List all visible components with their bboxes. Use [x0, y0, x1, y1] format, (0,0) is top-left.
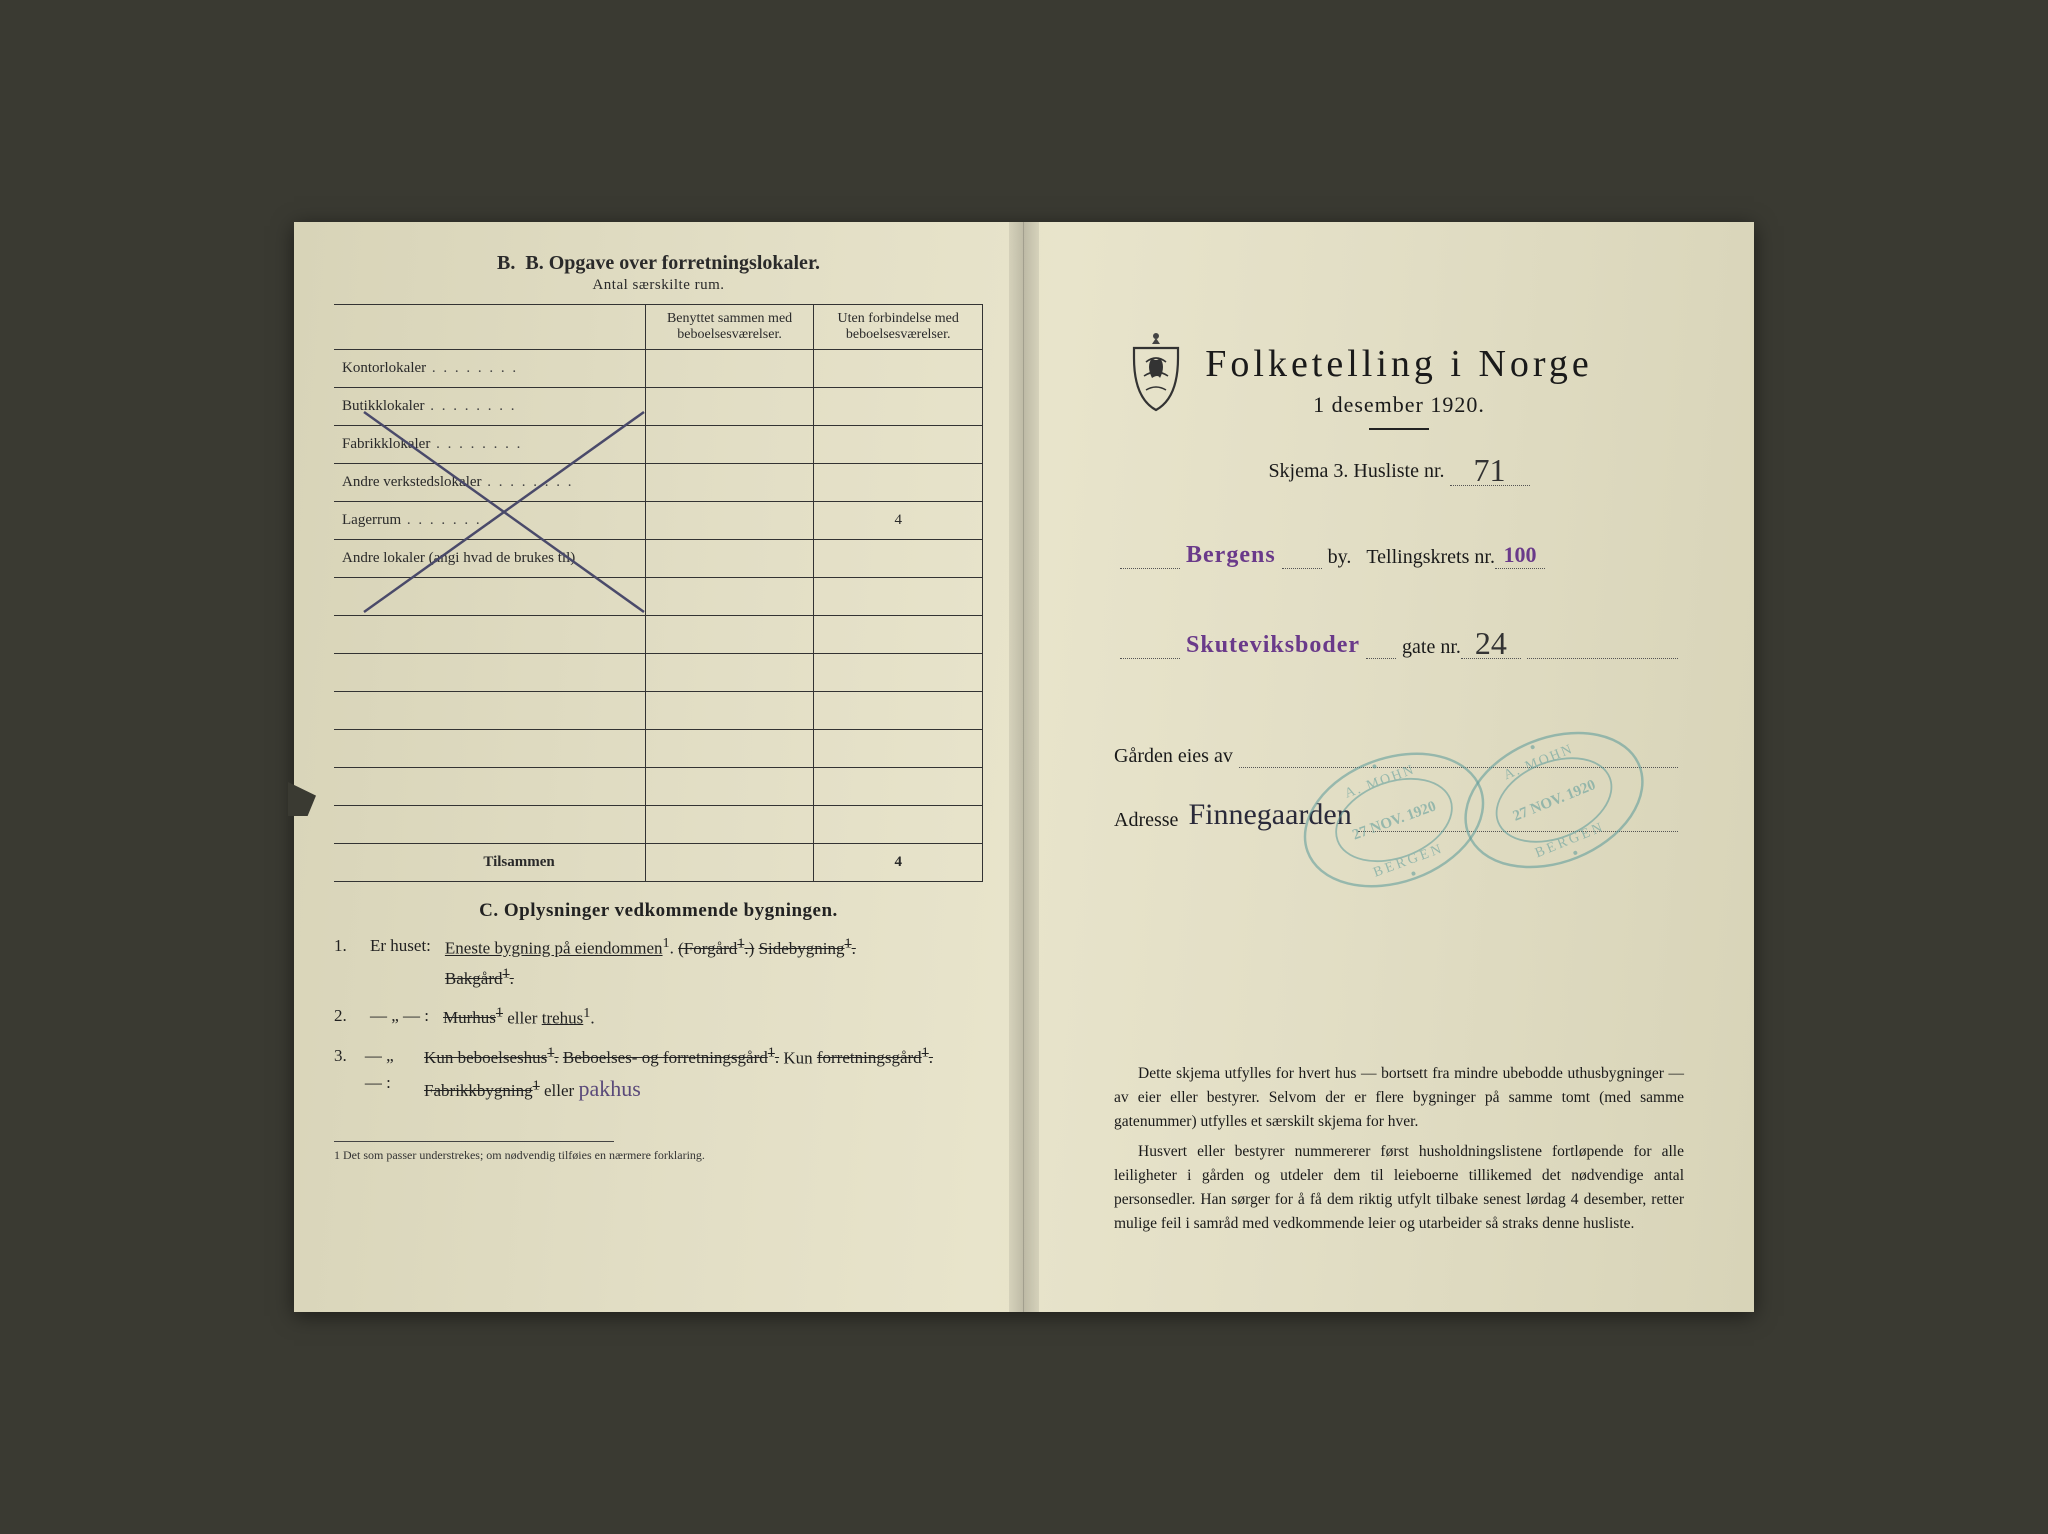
- instruction-para: Husvert eller bestyrer nummererer først …: [1114, 1140, 1684, 1236]
- census-document: B. B. Opgave over forretningslokaler. An…: [294, 222, 1754, 1312]
- rubber-stamp: A. MOHN 27 NOV. 1920 BERGEN: [1294, 745, 1494, 900]
- table-row: Fabrikklokaler: [334, 426, 983, 464]
- total-cell: [645, 844, 814, 882]
- city-line: Bergens by. Tellingskrets nr. 100: [1114, 542, 1684, 569]
- cell: [814, 540, 983, 578]
- section-c-line: 3. — „ — : Kun beboelseshus1. Beboelses-…: [334, 1042, 983, 1107]
- cell: [645, 540, 814, 578]
- row-label: Andre lokaler (angi hvad de brukes til): [334, 540, 645, 578]
- cell: [645, 426, 814, 464]
- right-page: Folketelling i Norge 1 desember 1920. Sk…: [1024, 222, 1754, 1312]
- business-premises-table: Benyttet sammen med beboelsesværelser. U…: [334, 304, 983, 882]
- cell: [814, 426, 983, 464]
- line-body: Kun beboelseshus1. Beboelses- og forretn…: [424, 1042, 983, 1107]
- left-page: B. B. Opgave over forretningslokaler. An…: [294, 222, 1024, 1312]
- table-row: Andre lokaler (angi hvad de brukes til): [334, 540, 983, 578]
- svg-text:27 NOV. 1920: 27 NOV. 1920: [1511, 777, 1598, 825]
- skjema-label: Skjema 3. Husliste nr.: [1268, 460, 1444, 482]
- date-subtitle: 1 desember 1920.: [1114, 392, 1684, 418]
- cell: [645, 388, 814, 426]
- footnote-rule: [334, 1141, 614, 1142]
- table-row: Kontorlokaler: [334, 350, 983, 388]
- cell: [814, 388, 983, 426]
- row-label: Butikklokaler: [342, 398, 425, 414]
- line-body: Murhus1 eller trehus1.: [443, 1002, 595, 1032]
- col-2-header: Uten forbindelse med beboelsesværelser.: [814, 305, 983, 350]
- line-lead: Er huset:: [370, 932, 431, 992]
- section-c-line: 1. Er huset: Eneste bygning på eiendomme…: [334, 932, 983, 992]
- section-c-title: C. Oplysninger vedkommende bygningen.: [334, 900, 983, 922]
- instruction-para: Dette skjema utfylles for hvert hus — bo…: [1114, 1062, 1684, 1134]
- table-row: [334, 616, 983, 654]
- svg-text:27 NOV. 1920: 27 NOV. 1920: [1350, 798, 1438, 843]
- cell: [814, 464, 983, 502]
- title-rule: [1369, 428, 1429, 430]
- cell: [645, 464, 814, 502]
- street-line: Skuteviksboder gate nr. 24: [1114, 621, 1684, 659]
- cell: [814, 350, 983, 388]
- line-body: Eneste bygning på eiendommen1. (Forgård1…: [445, 932, 856, 992]
- section-b-title-text: B. Opgave over forretningslokaler.: [525, 252, 820, 274]
- table-row: [334, 654, 983, 692]
- coat-of-arms-icon: [1124, 332, 1188, 416]
- city-value: Bergens: [1186, 542, 1276, 569]
- table-row: Andre verkstedslokaler: [334, 464, 983, 502]
- main-title: Folketelling i Norge: [1114, 342, 1684, 386]
- skjema-line: Skjema 3. Husliste nr. 71: [1114, 448, 1684, 486]
- line-lead: — „ — :: [365, 1042, 410, 1107]
- header-block: Folketelling i Norge 1 desember 1920. Sk…: [1114, 342, 1684, 516]
- svg-text:A. MOHN: A. MOHN: [1502, 742, 1576, 784]
- owner-block: Gården eies av Adresse Finnegaarden A. M…: [1114, 735, 1684, 915]
- row-label: Fabrikklokaler: [342, 436, 430, 452]
- total-cell: 4: [814, 844, 983, 882]
- cell: [645, 502, 814, 540]
- table-row: Butikklokaler: [334, 388, 983, 426]
- cell: [645, 350, 814, 388]
- street-value: Skuteviksboder: [1186, 632, 1360, 659]
- table-row: [334, 730, 983, 768]
- svg-text:BERGEN: BERGEN: [1533, 820, 1607, 862]
- table-row: [334, 692, 983, 730]
- total-row: Tilsammen 4: [334, 844, 983, 882]
- footnote: 1 Det som passer understrekes; om nødven…: [334, 1148, 983, 1163]
- line-lead: — „ — :: [370, 1002, 429, 1032]
- krets-label: Tellingskrets nr.: [1366, 546, 1495, 569]
- table-row: [334, 578, 983, 616]
- section-c-line: 2. — „ — : Murhus1 eller trehus1.: [334, 1002, 983, 1032]
- address-label: Adresse: [1114, 809, 1178, 832]
- col-1-header: Benyttet sammen med beboelsesværelser.: [645, 305, 814, 350]
- row-label: Kontorlokaler: [342, 360, 426, 376]
- table-row: Lagerrum 4: [334, 502, 983, 540]
- instructions-block: Dette skjema utfylles for hvert hus — bo…: [1114, 1062, 1684, 1242]
- krets-number: 100: [1503, 542, 1536, 567]
- table-b-wrap: Benyttet sammen med beboelsesværelser. U…: [334, 304, 983, 882]
- section-c: C. Oplysninger vedkommende bygningen. 1.…: [334, 900, 983, 1163]
- line-number: 3.: [334, 1042, 351, 1107]
- cell: 4: [814, 502, 983, 540]
- table-row: [334, 768, 983, 806]
- street-label: gate nr.: [1402, 636, 1461, 659]
- husliste-number: 71: [1474, 452, 1506, 488]
- total-label: Tilsammen: [334, 844, 645, 882]
- section-b-title: B. B. Opgave over forretningslokaler.: [334, 252, 983, 275]
- table-row: [334, 806, 983, 844]
- line-number: 2.: [334, 1002, 356, 1032]
- section-b-subtitle: Antal særskilte rum.: [334, 277, 983, 294]
- svg-text:A. MOHN: A. MOHN: [1343, 762, 1418, 801]
- row-label: Andre verkstedslokaler: [342, 474, 482, 490]
- row-label: Lagerrum: [342, 512, 401, 528]
- street-number: 24: [1475, 625, 1507, 661]
- line-number: 1.: [334, 932, 356, 992]
- owner-label: Gården eies av: [1114, 745, 1233, 768]
- city-suffix: by.: [1328, 546, 1352, 569]
